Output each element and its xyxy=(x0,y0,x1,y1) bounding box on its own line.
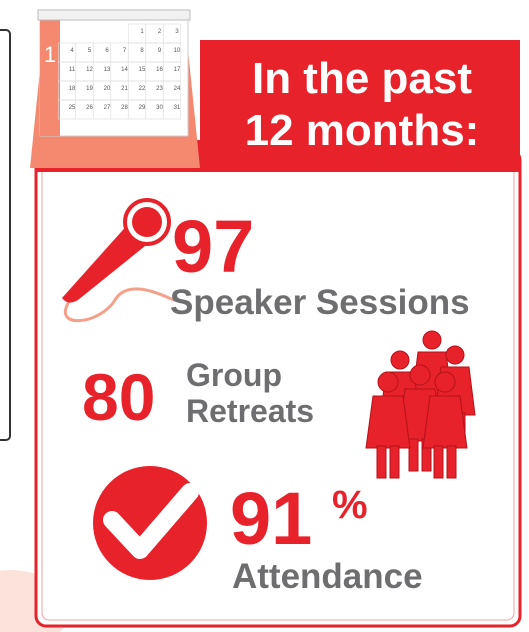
calendar-day: 26 xyxy=(86,105,93,111)
calendar-page xyxy=(40,18,188,136)
header-line: In the past xyxy=(252,54,472,103)
side-box xyxy=(0,30,10,440)
calendar-month: 1 xyxy=(44,42,56,67)
stat-value: 97 xyxy=(172,205,254,288)
check-icon xyxy=(93,466,207,580)
calendar-day: 29 xyxy=(139,105,146,111)
calendar-day: 30 xyxy=(156,105,163,111)
calendar-day: 27 xyxy=(104,105,111,111)
calendar-day: 28 xyxy=(121,105,128,111)
calendar-day: 25 xyxy=(69,105,76,111)
calendar-day: 20 xyxy=(104,86,111,92)
stat-value: 80 xyxy=(82,360,155,434)
calendar-day: 11 xyxy=(69,67,76,73)
header-line: 12 months: xyxy=(245,106,480,155)
infographic: In the past 12 months: 1 123456789101112… xyxy=(0,0,529,632)
calendar-day: 31 xyxy=(174,105,181,111)
calendar-day: 13 xyxy=(104,67,111,73)
calendar-day: 24 xyxy=(174,86,181,92)
calendar-tab xyxy=(40,18,60,136)
calendar-day: 21 xyxy=(121,86,128,92)
calendar-day: 16 xyxy=(156,67,163,73)
calendar-day: 18 xyxy=(69,86,76,92)
calendar-day: 19 xyxy=(86,86,93,92)
calendar-day: 15 xyxy=(139,67,146,73)
calendar-day: 17 xyxy=(174,67,181,73)
stat-label: Speaker Sessions xyxy=(170,283,470,322)
stat-label: Retreats xyxy=(186,393,314,429)
stat-label: Group xyxy=(186,357,282,393)
calendar-day: 14 xyxy=(121,67,128,73)
calendar-day: 23 xyxy=(156,86,163,92)
calendar-day: 12 xyxy=(86,67,93,73)
calendar-day: 10 xyxy=(174,48,181,54)
stat-label: Attendance xyxy=(232,557,423,596)
calendar-day: 22 xyxy=(139,86,146,92)
stat-value: 91 xyxy=(230,477,312,560)
stat-suffix: % xyxy=(332,483,368,527)
mic-grille xyxy=(132,207,162,237)
calendar-binding xyxy=(38,10,190,20)
